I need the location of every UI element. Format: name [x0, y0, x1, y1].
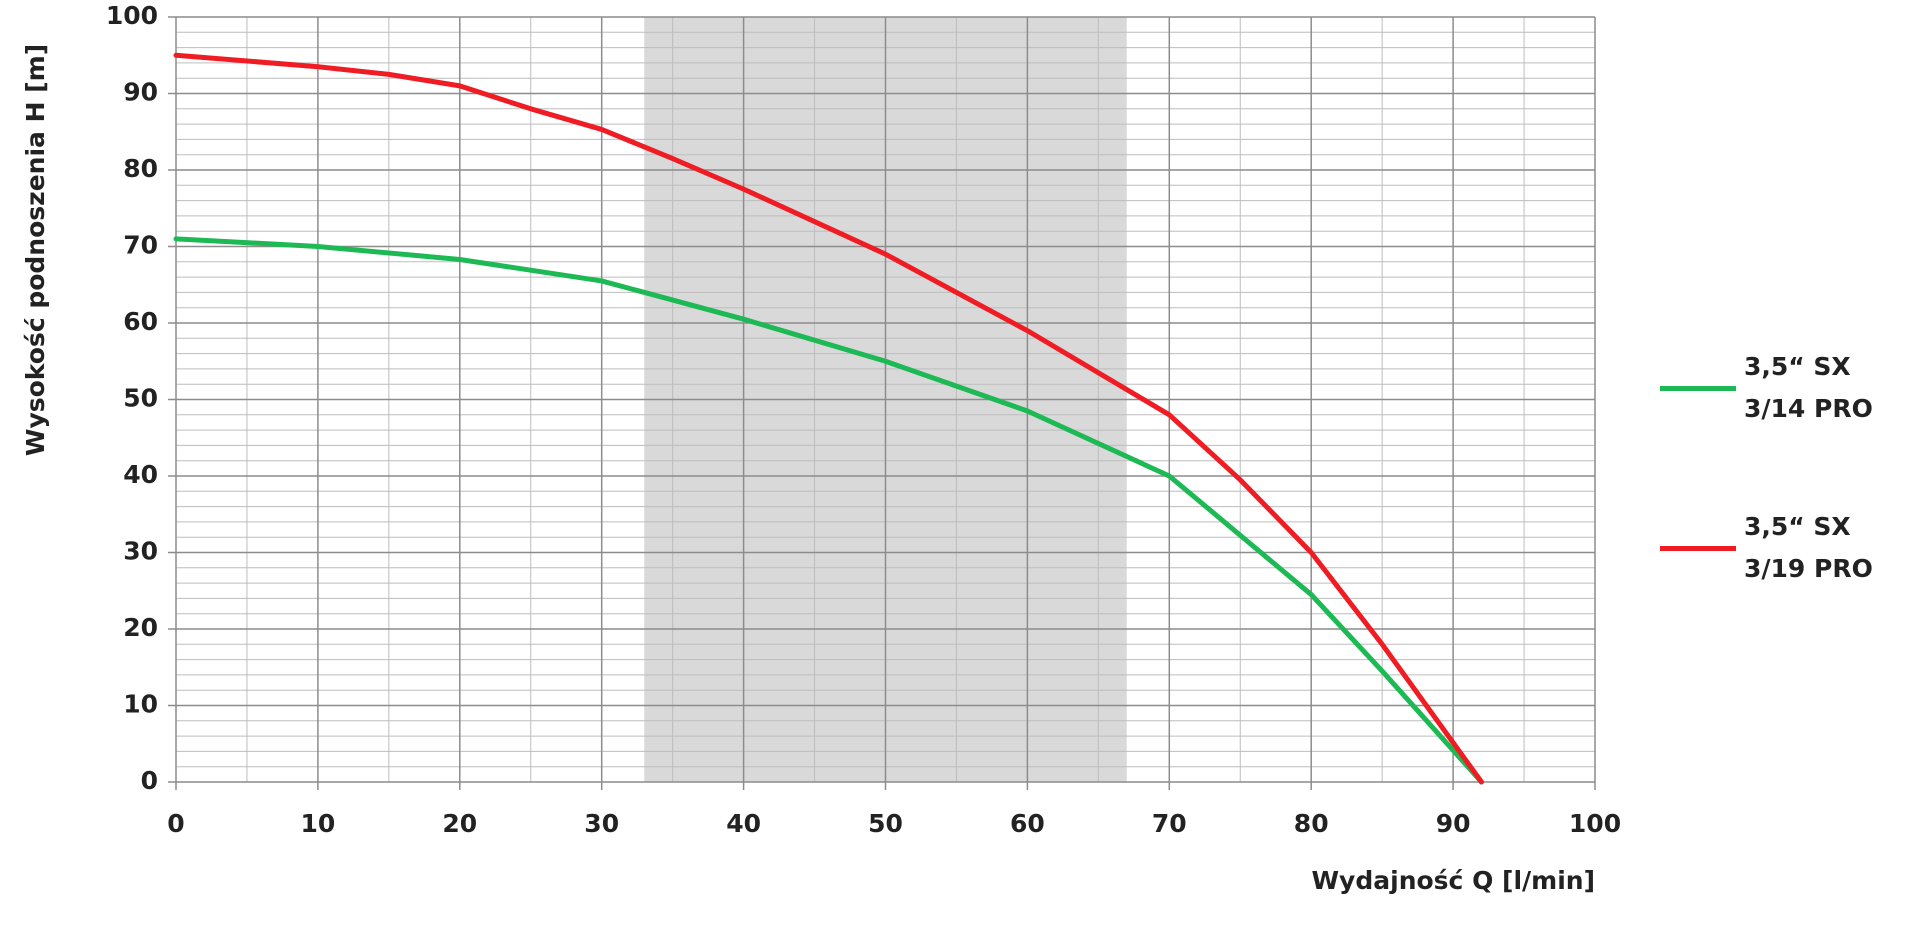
series-line — [173, 52, 1484, 785]
y-tick-label: 80 — [123, 154, 158, 183]
y-tick-label: 20 — [123, 613, 158, 642]
y-tick-label: 90 — [123, 78, 158, 107]
y-tick-label: 10 — [123, 690, 158, 719]
x-tick-label: 20 — [442, 809, 477, 838]
y-tick-label: 100 — [106, 1, 158, 30]
x-tick-label: 70 — [1152, 809, 1187, 838]
legend-entry: 3,5“ SX 3/14 PRO — [1660, 346, 1910, 430]
grid — [175, 16, 1596, 783]
legend-swatch — [1660, 545, 1736, 551]
legend-entry: 3,5“ SX 3/19 PRO — [1660, 506, 1910, 590]
x-tick-label: 30 — [584, 809, 619, 838]
x-tick-label: 80 — [1294, 809, 1329, 838]
y-tick-label: 60 — [123, 307, 158, 336]
series-line — [173, 236, 1484, 785]
y-axis-label: Wysokość podnoszenia H [m] — [21, 44, 50, 456]
legend-label: 3,5“ SX 3/19 PRO — [1744, 512, 1873, 583]
x-tick-label: 0 — [167, 809, 184, 838]
x-tick-label: 100 — [1569, 809, 1621, 838]
y-tick-label: 50 — [123, 384, 158, 413]
y-tick-label: 70 — [123, 231, 158, 260]
y-tick-label: 0 — [141, 766, 158, 795]
legend-label: 3,5“ SX 3/14 PRO — [1744, 352, 1873, 423]
x-tick-label: 10 — [301, 809, 336, 838]
x-tick-label: 60 — [1010, 809, 1045, 838]
y-tick-label: 40 — [123, 460, 158, 489]
x-tick-label: 90 — [1436, 809, 1471, 838]
legend-swatch — [1660, 385, 1736, 391]
x-tick-label: 50 — [868, 809, 903, 838]
x-tick-label: 40 — [726, 809, 761, 838]
x-axis-label: Wydajność Q [l/min] — [1311, 866, 1595, 895]
y-tick-label: 30 — [123, 537, 158, 566]
